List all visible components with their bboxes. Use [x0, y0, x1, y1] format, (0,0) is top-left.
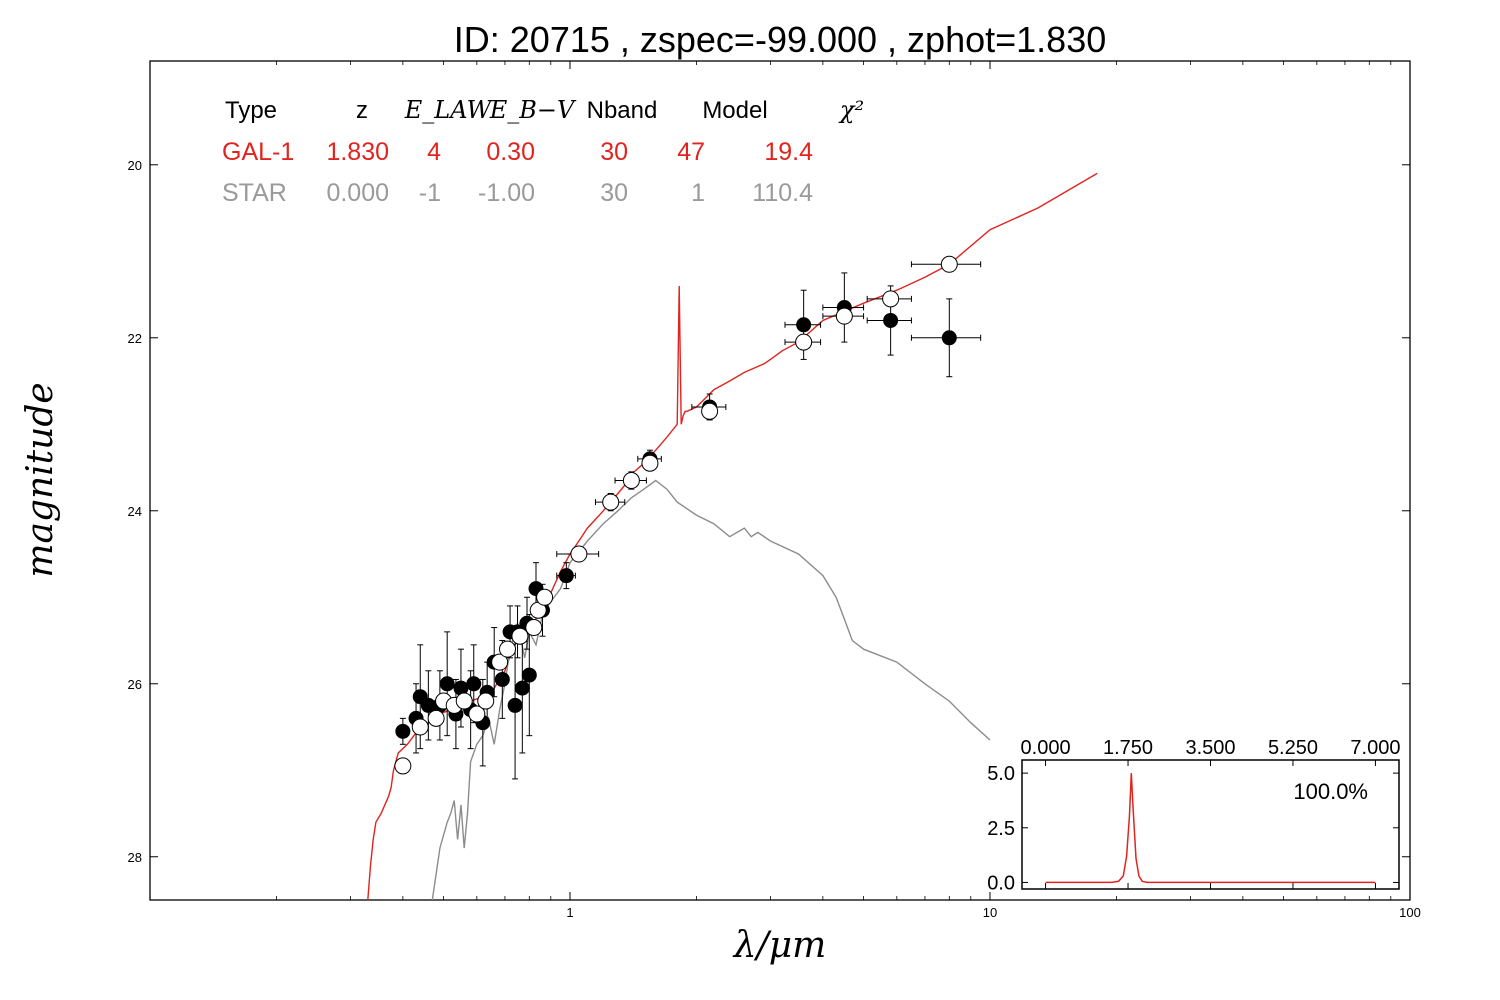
- table-header: Nband: [587, 97, 658, 124]
- table-cell: -1.00: [478, 179, 535, 207]
- inset-x-tick-label: 5.250: [1268, 737, 1318, 759]
- y-axis-title: magnitude: [20, 382, 61, 577]
- inset-axis-ticks: 0.000 1.750 3.500 5.250 7.000 0.0 2.5 5.0: [987, 737, 1400, 894]
- table-cell: 47: [677, 138, 705, 166]
- observed-point: [507, 697, 523, 713]
- observed-point: [494, 671, 510, 687]
- table-cell: 30: [600, 179, 628, 207]
- table-cell: 1: [691, 179, 705, 207]
- model-point: [641, 454, 659, 472]
- x-axis-title: λ/μm: [732, 925, 826, 966]
- chart-title: ID: 20715 , zspec=-99.000 , zphot=1.830: [454, 19, 1106, 60]
- table-cell: 0.000: [326, 179, 389, 207]
- y-tick-label: 24: [128, 504, 142, 519]
- y-tick-label: 22: [128, 331, 142, 346]
- model-point: [427, 709, 445, 727]
- table-cell: -1: [419, 179, 441, 207]
- model-point: [570, 545, 588, 563]
- y-tick-label: 28: [128, 850, 142, 865]
- y-tick-label: 20: [128, 158, 142, 173]
- observed-point: [514, 680, 530, 696]
- model-point: [622, 472, 640, 489]
- model-point: [525, 619, 543, 637]
- table-cell: STAR: [222, 179, 287, 207]
- table-cell: 4: [427, 138, 441, 166]
- model-point: [411, 718, 429, 736]
- inset-y-tick-label: 2.5: [987, 818, 1015, 840]
- model-point: [602, 493, 620, 511]
- x-tick-label: 1: [566, 905, 573, 920]
- table-cell: 1.830: [326, 138, 389, 166]
- table-cell: GAL-1: [222, 138, 294, 166]
- model-point: [882, 290, 900, 308]
- inset-y-tick-label: 0.0: [987, 872, 1015, 894]
- table-header: E_LAW: [404, 96, 494, 124]
- y-tick-label: 26: [128, 677, 142, 692]
- model-point: [701, 402, 719, 420]
- model-point: [795, 333, 813, 351]
- table-header: Model: [702, 97, 767, 124]
- table-header: z: [356, 97, 368, 124]
- x-tick-label: 100: [1399, 905, 1421, 920]
- observed-point: [558, 568, 574, 584]
- observed-point: [941, 330, 957, 346]
- table-cell: 30: [600, 138, 628, 166]
- sed-line-star: [431, 479, 991, 900]
- model-point: [835, 307, 853, 325]
- observed-point: [521, 667, 537, 683]
- observed-point: [466, 676, 482, 692]
- main-curves: [367, 172, 1098, 900]
- main-points: [394, 255, 982, 780]
- table-header: Type: [225, 97, 277, 124]
- main-plot-frame: [149, 60, 1411, 901]
- model-point: [491, 653, 509, 671]
- table-header: χ²: [838, 96, 864, 124]
- inset-curve: [1045, 773, 1376, 884]
- model-point: [455, 692, 473, 710]
- inset-x-tick-label: 1.750: [1103, 737, 1153, 759]
- model-point: [499, 640, 517, 658]
- inset-x-tick-label: 3.500: [1185, 737, 1235, 759]
- model-point: [511, 627, 529, 645]
- observed-point: [796, 317, 812, 333]
- model-point: [477, 692, 495, 710]
- x-tick-label: 10: [983, 905, 997, 920]
- redshift-pdf-line: [1045, 773, 1376, 884]
- model-point: [940, 255, 958, 273]
- model-point: [468, 705, 486, 723]
- model-point: [536, 588, 554, 606]
- observed-point: [395, 723, 411, 739]
- inset-y-tick-label: 5.0: [987, 763, 1015, 785]
- table-header: E_B−V: [489, 96, 577, 124]
- table-cell: 0.30: [486, 138, 535, 166]
- main-axis-ticks: 20 22 24 26 28 1 10 100: [128, 61, 1421, 920]
- inset-probability-label: 100.0%: [1293, 779, 1368, 804]
- table-cell: 110.4: [752, 179, 813, 207]
- model-point: [394, 757, 412, 775]
- observed-point: [883, 312, 899, 328]
- observed-point: [439, 676, 455, 692]
- table-cell: 19.4: [764, 138, 813, 166]
- sed-line-gal-1: [367, 172, 1098, 900]
- inset-x-tick-label: 0.000: [1021, 737, 1071, 759]
- inset-x-tick-label: 7.000: [1350, 737, 1400, 759]
